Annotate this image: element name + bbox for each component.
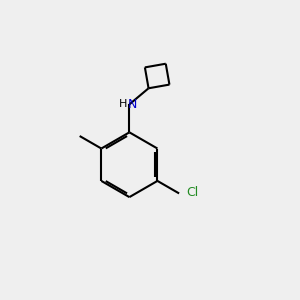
Text: Cl: Cl — [187, 186, 199, 199]
Text: H: H — [119, 99, 127, 110]
Text: N: N — [128, 98, 138, 111]
